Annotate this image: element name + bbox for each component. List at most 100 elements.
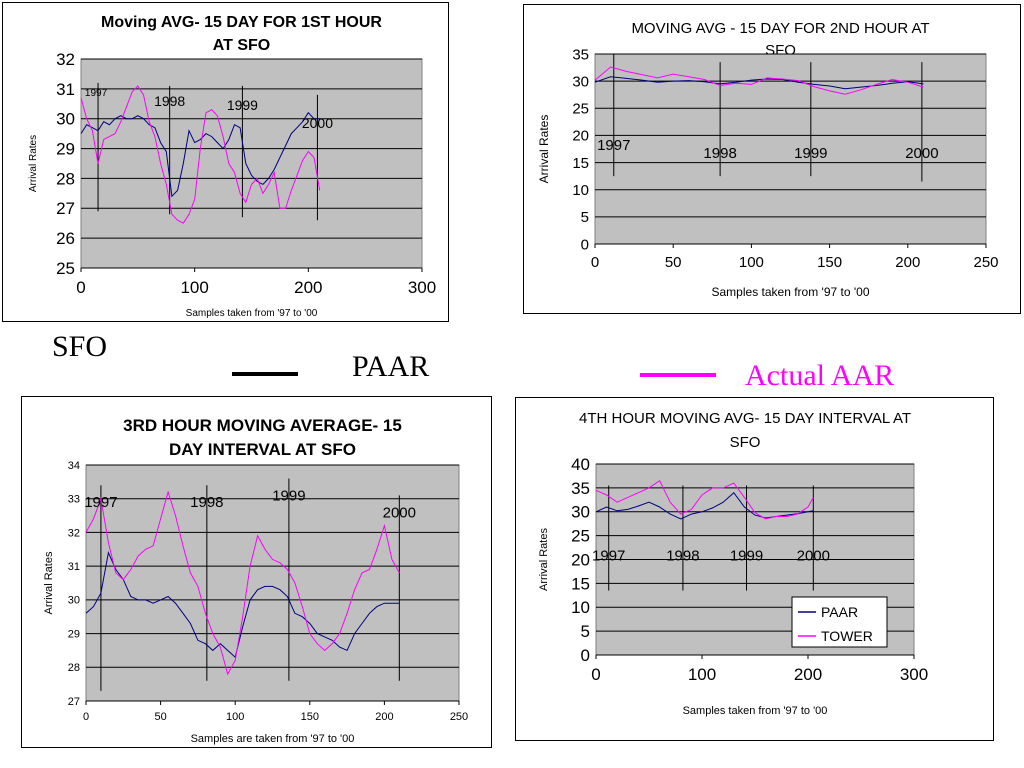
x-tick-label: 0	[591, 665, 600, 684]
year-label: 1999	[730, 547, 763, 564]
y-tick-label: 15	[572, 155, 589, 172]
y-tick-label: 10	[571, 598, 590, 617]
x-tick-label: 0	[76, 278, 85, 297]
chart-title-line: 3RD HOUR MOVING AVERAGE- 15	[123, 416, 402, 435]
series-line-actual	[594, 66, 924, 95]
y-tick-label: 34	[68, 460, 80, 472]
y-tick-label: 32	[68, 527, 80, 539]
chart-2-frame: MOVING AVG - 15 DAY FOR 2ND HOUR AT SFO 0 5…	[523, 4, 1021, 314]
x-tick-label: 300	[900, 665, 928, 684]
series-line-paar	[595, 491, 814, 520]
x-tick-label: 100	[180, 278, 208, 297]
year-label: 2000	[383, 504, 416, 521]
chart-3: 3RD HOUR MOVING AVERAGE- 15 DAY INTERVAL …	[43, 416, 468, 745]
x-tick-label: 100	[226, 711, 244, 723]
year-label: 1997	[597, 137, 630, 154]
series-line-actual	[80, 85, 321, 224]
y-tick-label: 30	[571, 503, 590, 522]
y-tick-label: 35	[572, 46, 589, 63]
y-axis-title: Arrival Rates	[538, 528, 550, 591]
y-tick-label: 30	[68, 595, 80, 607]
chart-title-line: 4TH HOUR MOVING AVG- 15 DAY INTERVAL AT	[579, 410, 911, 427]
series-line-actual	[85, 490, 400, 676]
paar-legend-line	[232, 372, 298, 376]
y-tick-label: 30	[56, 110, 75, 129]
year-label: 1998	[154, 93, 185, 109]
chart-title-line: DAY INTERVAL AT SFO	[169, 440, 356, 459]
x-tick-label: 250	[973, 254, 998, 271]
legend-entry-label: TOWER	[821, 628, 873, 644]
y-tick-label: 27	[68, 696, 80, 708]
x-tick-label: 200	[895, 254, 920, 271]
series-line-paar	[594, 76, 924, 90]
year-label: 1998	[703, 145, 736, 162]
chart-title-line: Moving AVG- 15 DAY FOR 1ST HOUR	[101, 14, 382, 31]
paar-legend-label: PAAR	[352, 350, 430, 383]
x-axis-title: Samples are taken from '97 to '00	[191, 733, 355, 745]
year-label: 1999	[272, 487, 305, 504]
chart-4: 4TH HOUR MOVING AVG- 15 DAY INTERVAL AT S…	[538, 410, 928, 717]
y-tick-label: 5	[581, 622, 590, 641]
year-label: 2000	[302, 115, 333, 131]
y-tick-label: 40	[571, 455, 590, 474]
y-tick-label: 0	[581, 236, 589, 253]
y-axis-title: Arrival Rates	[537, 115, 551, 184]
series-line-paar	[85, 551, 400, 659]
legend-box	[791, 596, 888, 648]
y-tick-label: 27	[56, 199, 75, 218]
chart-2: MOVING AVG - 15 DAY FOR 2ND HOUR ATSFO05…	[537, 20, 999, 299]
y-tick-label: 25	[572, 101, 589, 118]
chart-title-line: SFO	[730, 434, 761, 451]
year-label: 1998	[190, 494, 223, 511]
x-tick-label: 200	[794, 665, 822, 684]
y-tick-label: 15	[571, 574, 590, 593]
plot-area	[85, 464, 460, 702]
y-tick-label: 10	[572, 182, 589, 199]
year-label: 1997	[592, 547, 625, 564]
chart-legend: PAAR TOWER	[791, 596, 888, 648]
y-tick-label: 30	[572, 73, 589, 90]
x-tick-label: 0	[591, 254, 599, 271]
location-label: SFO	[52, 330, 108, 363]
x-tick-label: 100	[739, 254, 764, 271]
x-tick-label: 150	[817, 254, 842, 271]
chart-title-line: AT SFO	[213, 37, 270, 54]
chart-title-line: MOVING AVG - 15 DAY FOR 2ND HOUR AT	[631, 20, 929, 37]
x-tick-label: 50	[665, 254, 682, 271]
y-tick-label: 25	[571, 527, 590, 546]
x-tick-label: 250	[450, 711, 468, 723]
y-tick-label: 29	[56, 140, 75, 159]
series-line-paar	[80, 111, 320, 198]
y-tick-label: 28	[56, 169, 75, 188]
y-tick-label: 29	[68, 628, 80, 640]
year-label: 1997	[84, 494, 117, 511]
chart-3-frame: 3RD HOUR MOVING AVERAGE- 15 DAY INTERVAL …	[21, 396, 492, 748]
x-tick-label: 50	[154, 711, 166, 723]
year-label: 2000	[797, 547, 830, 564]
plot-area	[594, 53, 987, 245]
x-axis-title: Samples taken from '97 to '00	[186, 308, 318, 319]
year-label: 1999	[227, 97, 258, 113]
chart-4-frame: 4TH HOUR MOVING AVG- 15 DAY INTERVAL AT S…	[515, 397, 994, 741]
x-tick-label: 0	[83, 711, 89, 723]
year-label: 2000	[905, 145, 938, 162]
actual-legend-line	[640, 373, 716, 377]
x-tick-label: 300	[408, 278, 436, 297]
y-tick-label: 5	[581, 209, 589, 226]
y-tick-label: 35	[571, 479, 590, 498]
y-tick-label: 33	[68, 494, 80, 506]
y-tick-label: 0	[581, 646, 590, 665]
actual-legend-label: Actual AAR	[745, 359, 895, 392]
x-axis-title: Samples taken from '97 to '00	[683, 705, 828, 717]
series-line-actual	[595, 479, 814, 520]
y-tick-label: 28	[68, 662, 80, 674]
year-label: 1997	[85, 88, 108, 99]
chart-1-frame: Moving AVG- 15 DAY FOR 1ST HOUR AT SFO 25 2…	[2, 2, 449, 322]
legend-entry-label: PAAR	[821, 604, 858, 620]
x-tick-label: 150	[301, 711, 319, 723]
y-tick-label: 32	[56, 50, 75, 69]
y-tick-label: 26	[56, 229, 75, 248]
x-tick-label: 200	[375, 711, 393, 723]
year-label: 1999	[794, 145, 827, 162]
x-tick-label: 100	[688, 665, 716, 684]
